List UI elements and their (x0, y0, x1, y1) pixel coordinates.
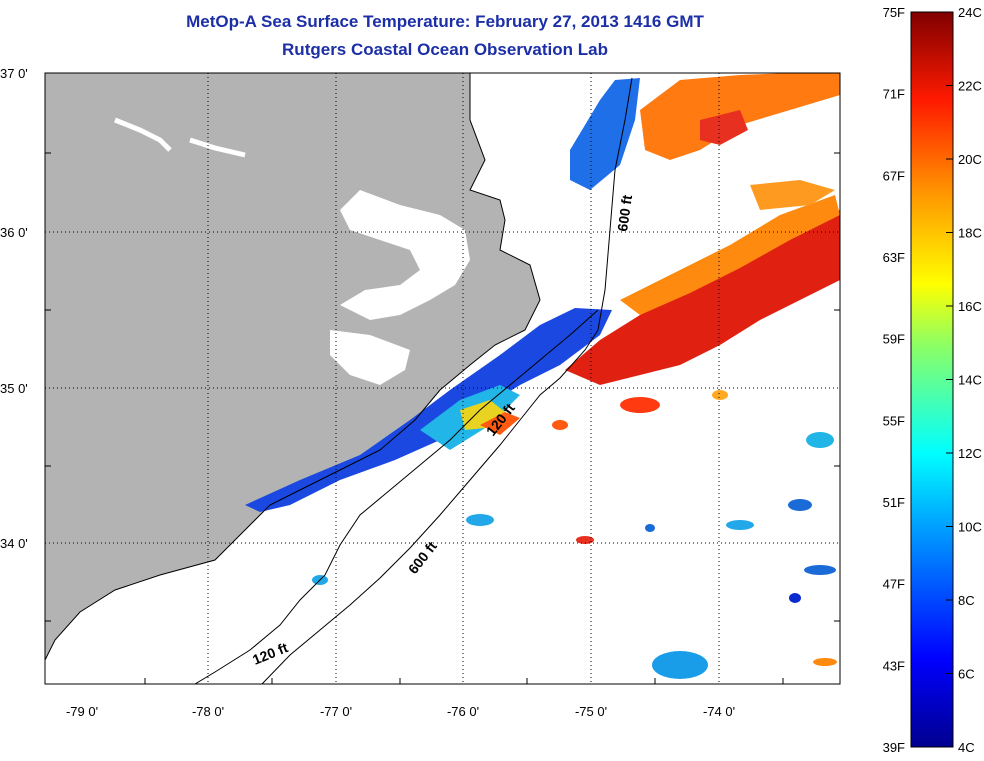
grid (45, 73, 840, 684)
lat-label: 36 0' (0, 225, 28, 240)
river-water (114, 117, 172, 152)
colorbar-celsius-label: 14C (958, 373, 982, 388)
lon-label: -76 0' (447, 704, 479, 719)
sst-cold-north (570, 78, 640, 190)
contour-600ft-north (261, 77, 633, 684)
sst-patch (576, 536, 594, 544)
colorbar-celsius-label: 22C (958, 79, 982, 94)
lat-label: 37 0' (0, 66, 28, 81)
sst-patch (466, 514, 494, 526)
coastline (45, 73, 541, 661)
colorbar-celsius-label: 8C (958, 593, 975, 608)
sst-patch (620, 397, 660, 413)
colorbar-fahrenheit-label: 67F (883, 168, 905, 183)
colorbar-celsius-label: 10C (958, 520, 982, 535)
lon-label: -79 0' (66, 704, 98, 719)
sst-patch (789, 593, 801, 603)
colorbar-fahrenheit-label: 39F (883, 740, 905, 755)
lon-label: -77 0' (320, 704, 352, 719)
sst-patch (806, 432, 834, 448)
sst-patch (712, 390, 728, 400)
colorbar-celsius-label: 12C (958, 446, 982, 461)
sst-gulf-stream (565, 210, 840, 385)
river-water (189, 137, 246, 158)
sst-patch (652, 651, 708, 679)
colorbar-fahrenheit-label: 47F (883, 577, 905, 592)
colorbar-celsius-label: 24C (958, 5, 982, 20)
sst-warm-north-core (700, 110, 748, 145)
colorbar-fahrenheit-label: 55F (883, 413, 905, 428)
colorbar-fahrenheit-label: 43F (883, 658, 905, 673)
map-subtitle: Rutgers Coastal Ocean Observation Lab (282, 40, 608, 59)
colorbar-fahrenheit-label: 75F (883, 5, 905, 20)
contour-120ft (194, 309, 599, 684)
plot-frame (44, 72, 841, 685)
lat-label: 34 0' (0, 536, 28, 551)
colorbar-celsius-label: 4C (958, 740, 975, 755)
sst-patch (813, 658, 837, 666)
axis-ticks (45, 152, 840, 684)
sst-patch (645, 524, 655, 532)
colorbar-fahrenheit-label: 59F (883, 332, 905, 347)
colorbar-celsius-scale: 24C 22C 20C 18C 16C 14C 12C 10C 8C 6C 4C (946, 5, 982, 755)
lon-label: -75 0' (575, 704, 607, 719)
sst-patch (726, 520, 754, 530)
sst-patch (552, 420, 568, 430)
colorbar-fahrenheit-scale: 75F 71F 67F 63F 59F 55F 51F 47F 43F 39F (883, 5, 905, 755)
colorbar-fahrenheit-label: 63F (883, 250, 905, 265)
colorbar-celsius-label: 16C (958, 299, 982, 314)
sst-cold-band (245, 308, 612, 512)
colorbar-celsius-label: 6C (958, 667, 975, 682)
contour-label: 600 ft (614, 194, 635, 233)
colorbar-fahrenheit-label: 71F (883, 87, 905, 102)
sound-water (340, 190, 470, 320)
lat-label: 35 0' (0, 381, 28, 396)
sst-patch (788, 499, 812, 511)
colorbar-fahrenheit-label: 51F (883, 495, 905, 510)
sst-warm-patch-east (750, 180, 835, 210)
lon-label: -74 0' (703, 704, 735, 719)
sst-moderate-patch (460, 400, 505, 430)
colorbar-celsius-label: 18C (958, 226, 982, 241)
lon-label: -78 0' (192, 704, 224, 719)
map-title: MetOp-A Sea Surface Temperature: Februar… (186, 12, 704, 31)
sst-warm-patch (480, 412, 520, 435)
colorbar-celsius-label: 20C (958, 152, 982, 167)
sound-water (330, 330, 410, 385)
sst-gulf-stream-edge (620, 195, 840, 315)
sst-patch (804, 565, 836, 575)
